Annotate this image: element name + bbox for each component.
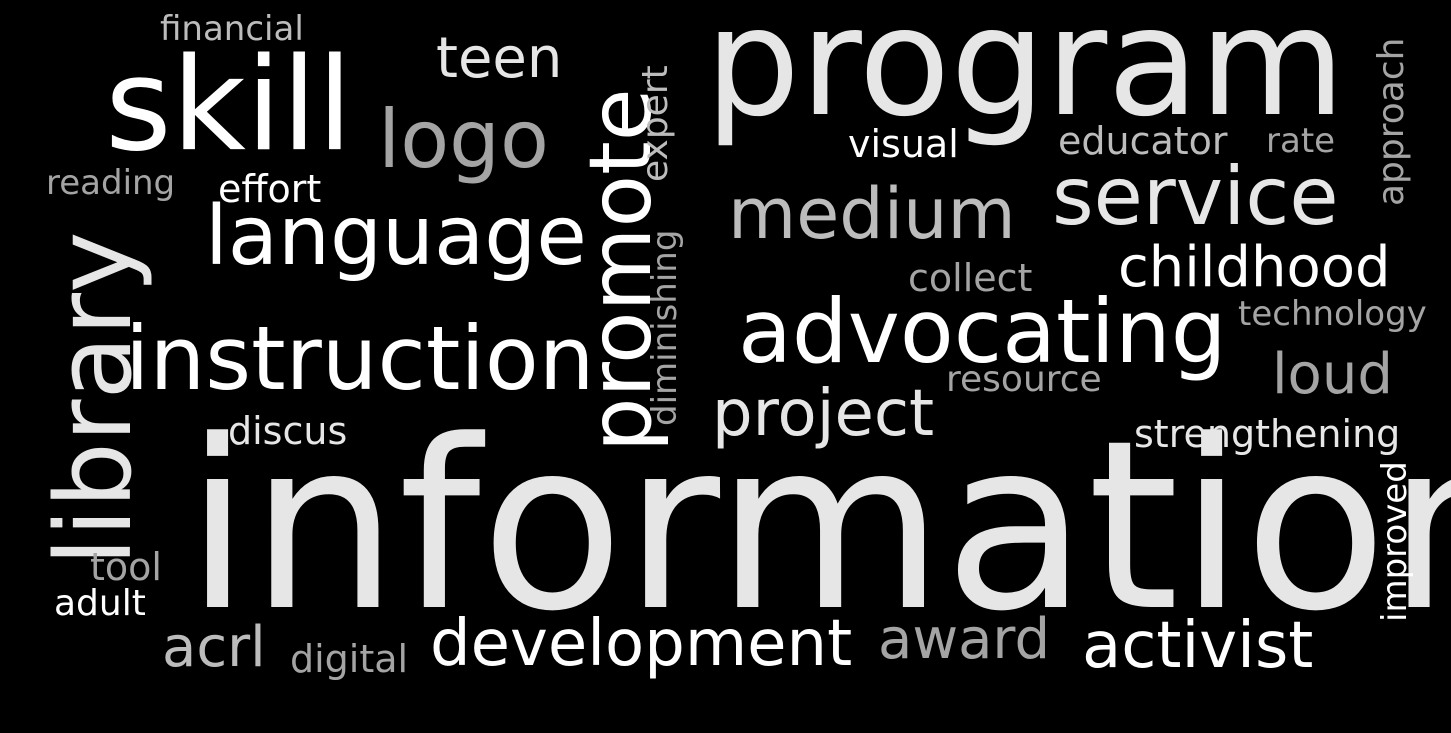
word-discus: discus [228, 409, 348, 453]
word-program: program [705, 0, 1346, 150]
word-resource: resource [946, 359, 1102, 400]
word-effort: effort [218, 167, 322, 211]
word-tool: tool [90, 545, 162, 589]
word-technology: technology [1238, 294, 1427, 334]
word-improved: improved [1375, 461, 1415, 622]
word-project: project [712, 377, 935, 451]
word-educator: educator [1058, 119, 1228, 163]
word-collect: collect [908, 256, 1033, 300]
word-medium: medium [728, 173, 1016, 255]
word-childhood: childhood [1118, 235, 1391, 300]
word-skill: skill [105, 31, 353, 180]
word-development: development [430, 607, 853, 681]
word-logo: logo [378, 93, 549, 186]
word-activist: activist [1082, 609, 1314, 683]
word-visual: visual [848, 122, 959, 166]
word-language: language [205, 189, 587, 284]
word-approach: approach [1371, 37, 1412, 206]
word-teen: teen [436, 26, 563, 91]
word-advocating: advocating [738, 280, 1227, 383]
word-financial: financial [160, 9, 304, 49]
word-award: award [878, 607, 1051, 672]
word-service: service [1052, 150, 1339, 243]
word-acrl: acrl [162, 615, 266, 680]
word-expert: expert [635, 65, 676, 182]
word-digital: digital [290, 637, 409, 681]
word-information: information [185, 391, 1451, 663]
word-adult: adult [54, 583, 146, 624]
word-reading: reading [46, 163, 176, 203]
word-loud: loud [1272, 342, 1393, 407]
word-strengthening: strengthening [1134, 412, 1401, 456]
word-instruction: instruction [125, 307, 595, 410]
word-rate: rate [1266, 121, 1336, 161]
word-diminishing: diminishing [645, 229, 685, 426]
